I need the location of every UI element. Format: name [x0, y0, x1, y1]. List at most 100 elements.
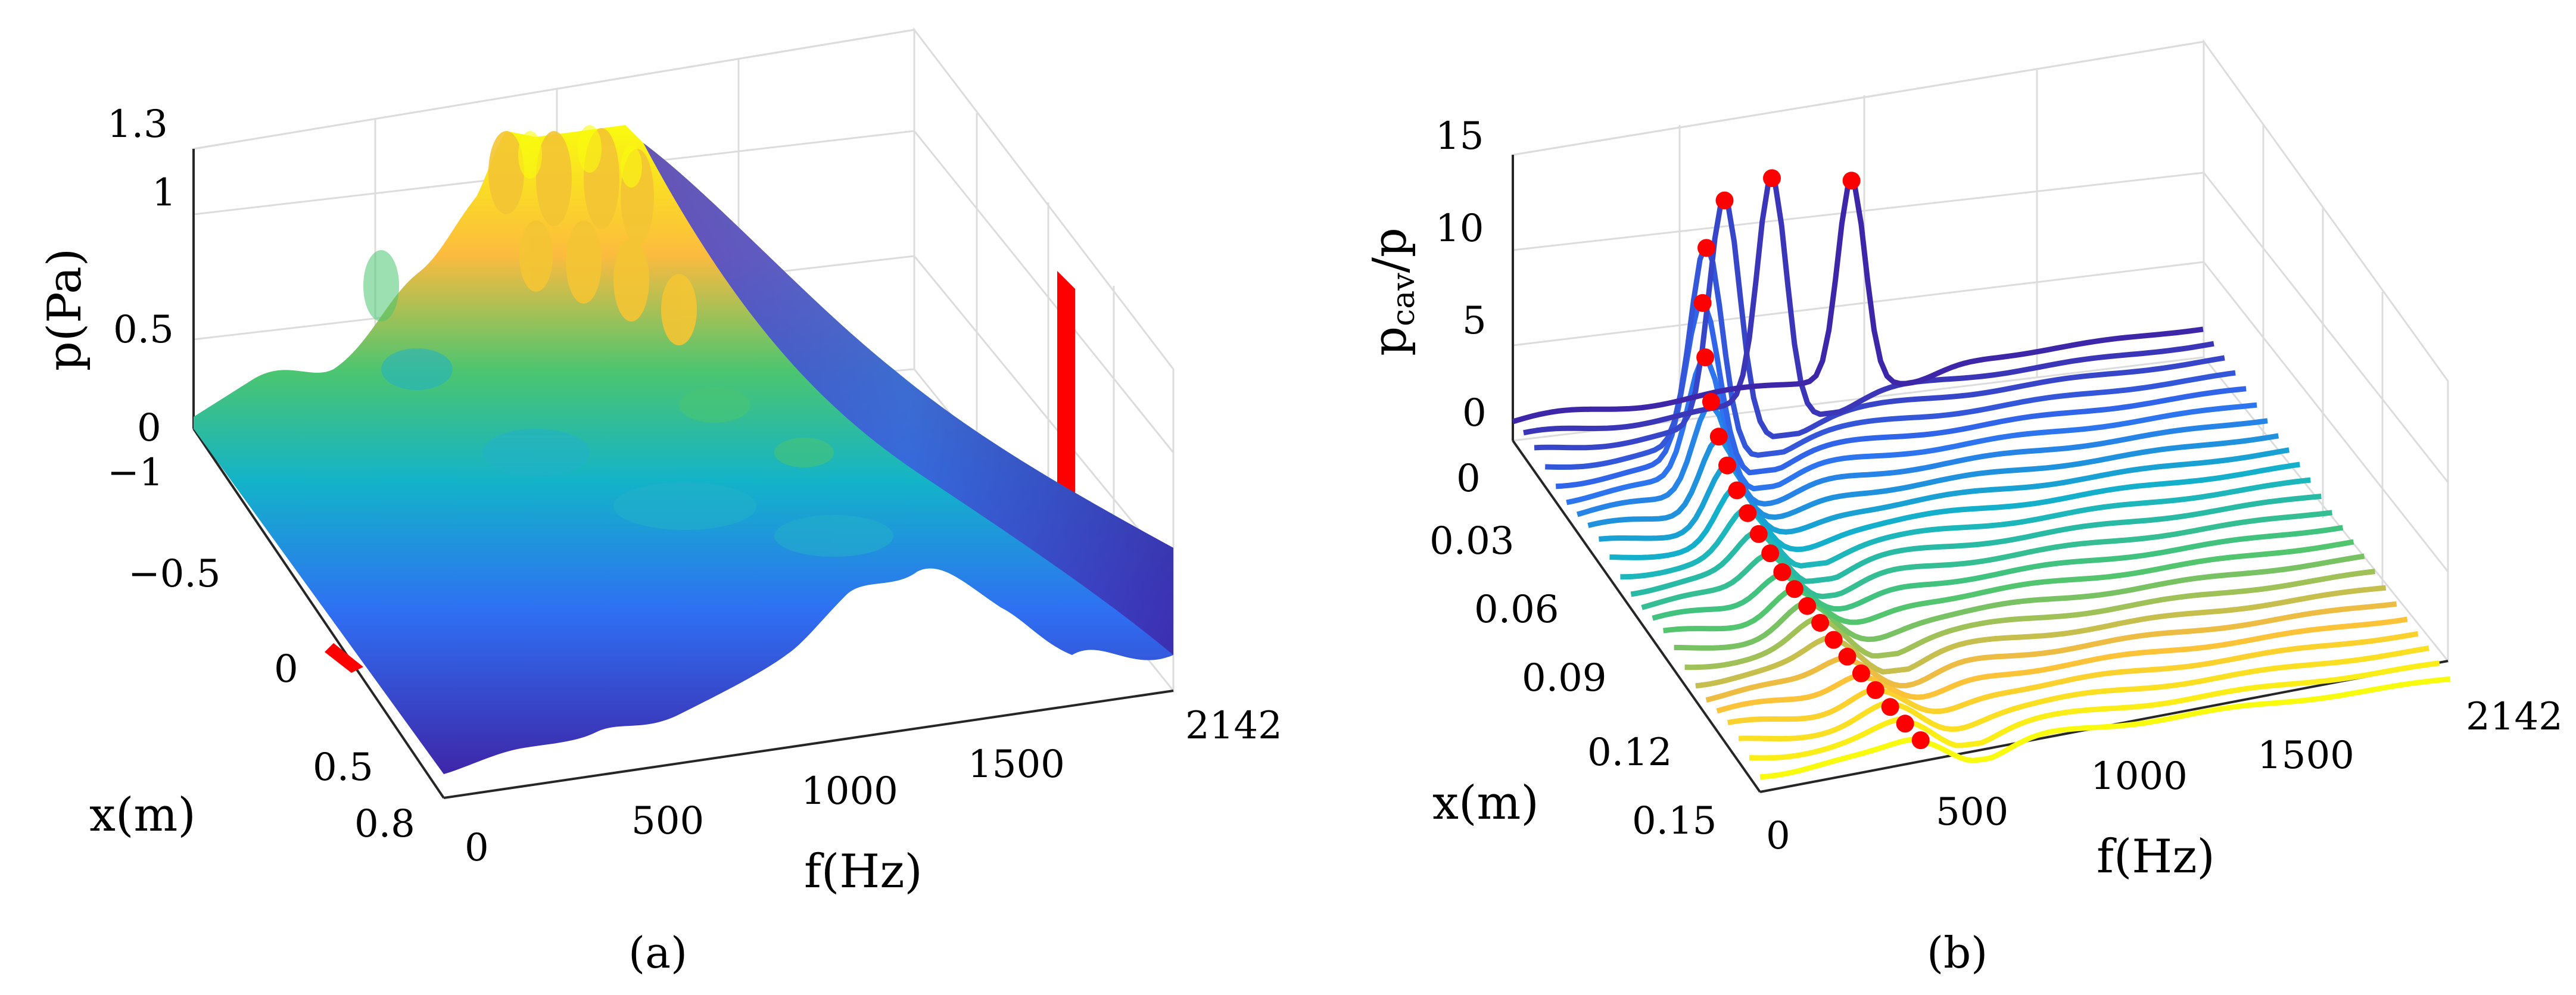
- series-line: [1684, 569, 2376, 670]
- panel-b-x-label: f(Hz): [2097, 830, 2215, 884]
- series-line: [1630, 494, 2322, 597]
- series-line: [1545, 240, 2236, 470]
- series-line: [1620, 477, 2311, 580]
- series-line: [1523, 178, 2214, 436]
- resonance-marker: [1697, 239, 1715, 257]
- resonance-marker: [1811, 614, 1829, 632]
- svg-text:pcav/p: pcav/p: [1363, 227, 1422, 356]
- resonance-marker: [1852, 664, 1870, 682]
- resonance-marker: [1728, 481, 1746, 500]
- panel-b-x-tick: 0: [1766, 814, 1790, 858]
- panel-a-x-tick: 1500: [968, 743, 1065, 787]
- panel-b-z-tick: 15: [1435, 114, 1484, 158]
- panel-b-y-tick: 0.03: [1429, 519, 1515, 563]
- panel-b-z-tick: 5: [1462, 299, 1487, 343]
- resonance-marker: [1702, 392, 1720, 411]
- series-line: [1652, 525, 2344, 621]
- panel-a-x-tick: 0: [465, 826, 489, 870]
- panel-a-z-tick: 1.3: [107, 102, 168, 146]
- panel-a-y-ticks: −1 −0.5 0 0.5 0.8: [107, 451, 415, 846]
- series-line: [1534, 198, 2225, 451]
- panel-a-y-label: x(m): [89, 788, 196, 842]
- panel-a-label: (a): [628, 928, 687, 978]
- panel-b-z-tick: 0: [1462, 391, 1487, 435]
- panel-a-z-label: p(Pa): [38, 248, 92, 371]
- panel-a-y-tick: 0.8: [354, 802, 415, 846]
- panel-a-y-tick: 0.5: [313, 746, 373, 790]
- panel-b-z-label-rest: /p: [1363, 227, 1417, 273]
- panel-a-x-tick: 1000: [801, 769, 898, 813]
- resonance-marker: [1824, 631, 1843, 649]
- resonance-marker: [1718, 456, 1736, 475]
- panel-b-grid: [1512, 39, 2449, 664]
- panel-a-z-tick: 0: [137, 406, 161, 450]
- panel-a-x-tick: 2142: [1185, 704, 1282, 748]
- series-line: [1599, 447, 2290, 542]
- panel-b-z-tick: 10: [1435, 207, 1484, 251]
- panel-a-z-tick: 0.5: [113, 308, 174, 352]
- series-line: [1759, 676, 2451, 780]
- series-line: [1674, 553, 2365, 651]
- panel-a-z-tick: 1: [152, 171, 176, 215]
- panel-b-z-ticks: 0 5 10 15: [1435, 114, 1487, 435]
- resonance-marker: [1763, 169, 1781, 188]
- panel-a-axes: [192, 149, 1174, 799]
- resonance-marker: [1739, 504, 1757, 522]
- panel-a-surface: [194, 125, 1173, 774]
- panel-a-z-ticks: 0 0.5 1 1.3: [107, 102, 176, 450]
- panel-b-x-tick: 1000: [2091, 754, 2188, 799]
- panel-b-series: [1512, 178, 2451, 780]
- panel-a: 0 0.5 1 1.3 p(Pa) −1 −0.5 0 0.5 0.8 x(m)…: [38, 27, 1282, 978]
- series-line: [1738, 645, 2429, 741]
- panel-a-x-tick: 500: [631, 799, 704, 843]
- series-line: [1609, 461, 2300, 560]
- series-line: [1641, 510, 2333, 610]
- resonance-marker: [1911, 731, 1930, 750]
- panel-b-x-ticks: 0 500 1000 1500 2142: [1766, 695, 2563, 858]
- resonance-marker: [1715, 191, 1734, 210]
- panel-a-y-tick: 0: [274, 647, 298, 691]
- panel-b-x-tick: 2142: [2466, 695, 2563, 739]
- resonance-marker: [1749, 525, 1768, 543]
- resonance-marker: [1709, 428, 1728, 446]
- panel-a-y-tick: −0.5: [128, 552, 220, 596]
- series-line: [1512, 180, 2204, 425]
- panel-b-z-label-sub: cav: [1386, 273, 1422, 326]
- series-line: [1587, 433, 2279, 528]
- panel-a-y-tick: −1: [107, 451, 163, 495]
- panel-b-y-tick: 0.09: [1522, 656, 1607, 700]
- series-line: [1749, 660, 2440, 761]
- panel-a-red-marker: [1057, 271, 1075, 518]
- panel-b-y-ticks: 0 0.03 0.06 0.09 0.12 0.15: [1429, 457, 1717, 843]
- resonance-marker: [1773, 563, 1792, 581]
- resonance-marker: [1693, 294, 1712, 312]
- panel-b-y-tick: 0: [1456, 457, 1481, 501]
- panel-b-markers: [1693, 169, 1930, 750]
- series-line: [1566, 356, 2257, 506]
- resonance-marker: [1866, 681, 1885, 699]
- series-line: [1576, 403, 2268, 517]
- panel-b-y-tick: 0.06: [1474, 588, 1559, 632]
- panel-b-z-label: pcav/p: [1363, 227, 1422, 356]
- resonance-marker: [1838, 647, 1857, 666]
- series-line: [1555, 300, 2247, 489]
- resonance-marker: [1798, 597, 1817, 615]
- panel-a-x-ticks: 0 500 1000 1500 2142: [465, 704, 1282, 870]
- panel-a-x-label: f(Hz): [804, 845, 923, 899]
- panel-b-label: (b): [1927, 928, 1988, 978]
- resonance-marker: [1761, 544, 1780, 563]
- resonance-marker: [1842, 171, 1861, 190]
- series-line: [1727, 631, 2419, 726]
- panel-a-red-marker-base: [325, 643, 363, 673]
- resonance-marker: [1786, 580, 1803, 598]
- series-line: [1663, 539, 2354, 634]
- panel-b-z-label-p: p: [1363, 326, 1417, 356]
- panel-b-x-tick: 1500: [2257, 734, 2354, 778]
- panel-b-y-tick: 0.15: [1632, 799, 1717, 843]
- series-line: [1695, 585, 2387, 689]
- resonance-marker: [1696, 348, 1715, 367]
- series-line: [1716, 616, 2408, 714]
- panel-b-x-tick: 500: [1936, 790, 2008, 834]
- resonance-marker: [1896, 715, 1914, 733]
